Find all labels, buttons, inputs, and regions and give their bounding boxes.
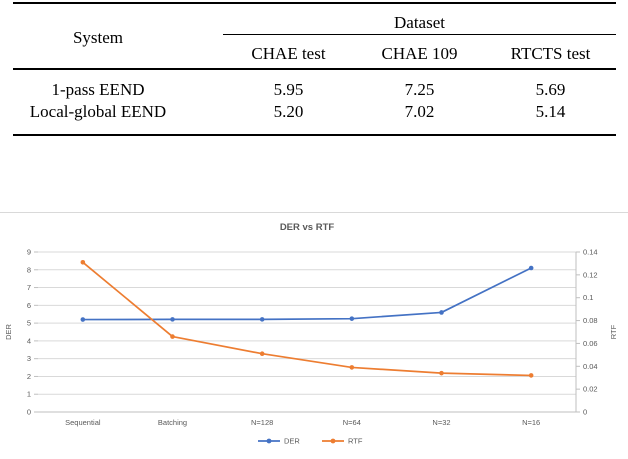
table-rule-top — [13, 2, 616, 4]
left-axis-tick-label: 8 — [27, 265, 31, 274]
right-axis-tick-label: 0.12 — [583, 270, 598, 279]
table-cell: 5.14 — [535, 102, 566, 121]
row-label-1-pass-eend: 1-pass EEND — [51, 80, 145, 99]
legend-marker-der — [266, 438, 272, 444]
table-cell: 5.20 — [273, 102, 304, 121]
table-cell: 5.69 — [535, 80, 566, 99]
right-axis-tick-label: 0.02 — [583, 385, 598, 394]
right-axis-title: RTF — [609, 324, 618, 339]
data-point-der — [528, 265, 534, 271]
series-line-der — [82, 267, 532, 321]
data-point-rtf — [349, 365, 355, 370]
data-point-der — [439, 310, 444, 315]
table-cell: 7.25 — [404, 80, 435, 99]
data-point-der — [349, 316, 355, 321]
col-group-header-dataset: Dataset — [394, 13, 445, 32]
series-line-rtf — [82, 261, 532, 377]
right-axis-tick-label: 0.04 — [583, 362, 598, 371]
data-point-rtf — [259, 351, 265, 357]
x-axis-label: N=128 — [251, 418, 273, 427]
table-rule-bottom — [13, 134, 616, 136]
left-axis-tick-label: 1 — [27, 390, 31, 399]
col-header-chae-109: CHAE 109 — [381, 44, 458, 63]
right-axis-tick-label: 0.14 — [583, 248, 598, 257]
right-axis-tick-label: 0 — [583, 408, 587, 417]
left-axis-tick-label: 5 — [27, 319, 31, 328]
data-point-der — [259, 317, 265, 322]
right-axis-tick-label: 0.1 — [583, 293, 593, 302]
col-header-chae-test: CHAE test — [251, 44, 326, 63]
x-axis-label: N=64 — [343, 418, 361, 427]
left-axis-tick-label: 2 — [27, 372, 31, 381]
table-rule-dataset-underline — [223, 34, 616, 35]
data-point-der — [80, 317, 86, 322]
table-cell: 5.95 — [273, 80, 304, 99]
der-rtf-chart: 0 1 2 3 4 5 6 7 8 9 0 0.02 0.04 0.06 0.08 0.1 0.12 0.14 Se… — [4, 222, 618, 446]
chart-title: DER vs RTF — [280, 222, 335, 233]
results-table: System Dataset CHAE test CHAE 109 RTCTS … — [13, 2, 616, 142]
data-point-der — [170, 317, 175, 322]
left-axis-title: DER — [4, 324, 13, 340]
right-axis-tick-label: 0.08 — [583, 316, 598, 325]
x-axis-label: Sequential — [65, 418, 101, 427]
table-cell: 7.02 — [404, 102, 435, 121]
legend-label-der: DER — [284, 437, 300, 446]
legend-marker-rtf — [330, 438, 336, 444]
left-axis-tick-label: 7 — [27, 283, 31, 292]
col-header-rtcts-test: RTCTS test — [510, 44, 591, 63]
data-point-rtf — [528, 373, 534, 378]
data-point-rtf — [439, 370, 444, 376]
left-axis-tick-label: 0 — [27, 408, 31, 417]
legend-label-rtf: RTF — [348, 437, 363, 446]
der-rtf-chart-figure: 0 1 2 3 4 5 6 7 8 9 0 0.02 0.04 0.06 0.08 0.1 0.12 0.14 Se… — [0, 212, 628, 459]
x-axis-label: Batching — [158, 418, 187, 427]
data-point-rtf — [80, 259, 86, 265]
left-axis-tick-label: 3 — [27, 354, 31, 363]
left-axis-tick-label: 4 — [27, 336, 31, 345]
x-axis-label: N=32 — [432, 418, 450, 427]
col-header-system: System — [72, 28, 124, 47]
left-axis-tick-label: 9 — [27, 248, 31, 257]
table-rule-mid — [13, 68, 616, 70]
left-axis-tick-label: 6 — [27, 301, 31, 310]
data-point-rtf — [170, 334, 175, 339]
right-axis-tick-label: 0.06 — [583, 339, 598, 348]
row-label-local-global-eend: Local-global EEND — [29, 102, 167, 121]
x-axis-label: N=16 — [522, 418, 540, 427]
